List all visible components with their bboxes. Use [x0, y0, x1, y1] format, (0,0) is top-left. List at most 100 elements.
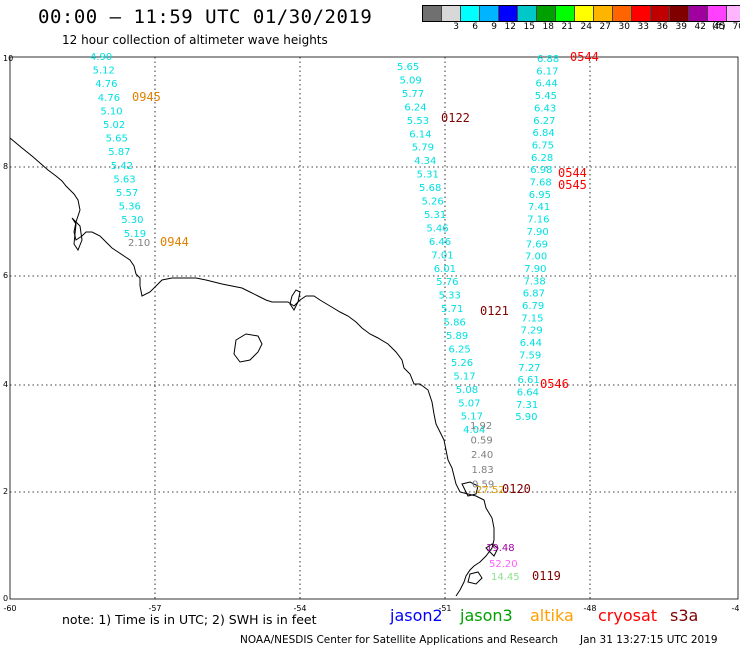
wave-height-value: 27.52: [476, 485, 505, 496]
wave-height-value: 7.90: [527, 227, 549, 238]
colorbar-label: 6: [472, 22, 478, 32]
wave-height-value: 6.61: [518, 375, 540, 386]
wave-height-value: 6.87: [523, 289, 545, 300]
longitude-tick-label: -60: [3, 604, 16, 613]
wave-height-value: 5.31: [424, 210, 446, 221]
colorbar-cell: [423, 6, 442, 21]
colorbar-label: 36: [656, 22, 668, 32]
colorbar-label: 15: [523, 22, 535, 32]
wave-height-value: 5.02: [103, 120, 125, 131]
wave-height-value: 5.31: [417, 170, 439, 181]
wave-height-value: 14.45: [491, 572, 520, 583]
footnote: note: 1) Time is in UTC; 2) SWH is in fe…: [62, 612, 317, 627]
wave-height-value: 6.84: [533, 128, 555, 139]
wave-height-value: 5.90: [515, 412, 537, 423]
grid-lines: [10, 57, 738, 599]
pass-time-label: 0120: [502, 482, 531, 496]
colorbar-label: 27: [599, 22, 611, 32]
pass-time-label: 0119: [532, 569, 561, 583]
wave-height-value: 5.09: [399, 75, 421, 86]
colorbar-cell: [613, 6, 632, 21]
wave-height-value: 6.01: [434, 264, 456, 275]
wave-height-value: 1.83: [472, 465, 494, 476]
wave-height-value: 6.43: [534, 103, 556, 114]
wave-height-value: 5.33: [439, 291, 461, 302]
longitude-tick-label: -57: [148, 604, 161, 613]
colorbar-cell: [499, 6, 518, 21]
longitude-tick-label: -54: [293, 604, 306, 613]
longitude-tick-label: -45: [731, 604, 740, 613]
wave-height-value: 5.71: [441, 304, 463, 315]
wave-height-value: 6.98: [530, 165, 552, 176]
wave-height-value: 7.31: [516, 400, 538, 411]
colorbar-cell: [556, 6, 575, 21]
wave-height-value: 7.41: [528, 202, 550, 213]
legend-item-cryosat: cryosat: [598, 606, 658, 625]
wave-height-value: 7.29: [521, 326, 543, 337]
colorbar-label: 9: [491, 22, 497, 32]
colorbar-cell: [575, 6, 594, 21]
colorbar-cell: [461, 6, 480, 21]
wave-height-value: 4.04: [463, 425, 485, 436]
wave-height-value: 52.20: [489, 559, 518, 570]
colorbar-label: 39: [675, 22, 687, 32]
wave-height-value: 2.40: [471, 450, 493, 461]
wave-height-value: 4.76: [98, 93, 120, 104]
wave-height-value: 6.25: [448, 344, 470, 355]
wave-height-value: 7.00: [525, 252, 547, 263]
latitude-tick-label: 4: [3, 380, 8, 389]
pass-time-label: 0545: [558, 178, 587, 192]
page-title: 00:00 – 11:59 UTC 01/30/2019: [38, 6, 373, 28]
colorbar-unit: (ft): [712, 22, 726, 32]
wave-height-value: 6.28: [531, 153, 553, 164]
wave-height-value: 5.86: [444, 318, 466, 329]
wave-height-value: 5.89: [446, 331, 468, 342]
wave-height-value: 6.88: [537, 54, 559, 65]
wave-height-value: 6.44: [520, 338, 542, 349]
wave-height-value: 1.92: [470, 421, 492, 432]
credit-line: NOAA/NESDIS Center for Satellite Applica…: [240, 634, 558, 646]
wave-height-value: 5.07: [458, 398, 480, 409]
pass-time-label: 0121: [480, 304, 509, 318]
colorbar-labels: 36912151821242730333639424570: [422, 22, 740, 32]
latitude-tick-label: 8: [3, 162, 8, 171]
wave-height-value: 5.26: [422, 197, 444, 208]
wave-height-value: 5.17: [453, 371, 475, 382]
colorbar-cell: [689, 6, 708, 21]
wave-height-value: 5.45: [535, 91, 557, 102]
wave-height-value: 7.15: [521, 313, 543, 324]
pass-time-label: 0546: [540, 377, 569, 391]
latitude-tick-label: 2: [3, 487, 8, 496]
wave-height-value: 5.76: [436, 277, 458, 288]
wave-height-value: 5.19: [124, 229, 146, 240]
legend-item-jason3: jason3: [460, 606, 513, 625]
wave-height-value: 5.36: [119, 202, 141, 213]
colorbar-cell: [537, 6, 556, 21]
wave-height-value: 7.01: [431, 250, 453, 261]
wave-height-value: 7.90: [524, 264, 546, 275]
wave-height-value: 7.16: [527, 215, 549, 226]
wave-height-value: 6.27: [533, 116, 555, 127]
colorbar-cell: [670, 6, 689, 21]
longitude-tick-label: -48: [583, 604, 596, 613]
wave-height-value: 6.79: [522, 301, 544, 312]
latitude-tick-label: 0: [3, 594, 8, 603]
wave-height-value: 5.77: [402, 89, 424, 100]
colorbar-cell: [651, 6, 670, 21]
colorbar-cell: [708, 6, 727, 21]
colorbar-label: 42: [694, 22, 706, 32]
wave-height-value: 5.65: [397, 62, 419, 73]
wave-height-value: 0.59: [472, 479, 494, 490]
wave-height-value: 7.59: [519, 350, 541, 361]
wave-height-value: 7.69: [526, 239, 548, 250]
legend-item-s3a: s3a: [670, 606, 699, 625]
colorbar-label: 24: [580, 22, 592, 32]
wave-height-value: 7.27: [518, 363, 540, 374]
wave-height-value: 6.75: [532, 140, 554, 151]
pass-time-label: 0944: [160, 235, 189, 249]
colorbar-cell: [480, 6, 499, 21]
wave-height-value: 5.53: [407, 116, 429, 127]
wave-height-value: 6.24: [404, 102, 426, 113]
colorbar-label: 70: [732, 22, 740, 32]
